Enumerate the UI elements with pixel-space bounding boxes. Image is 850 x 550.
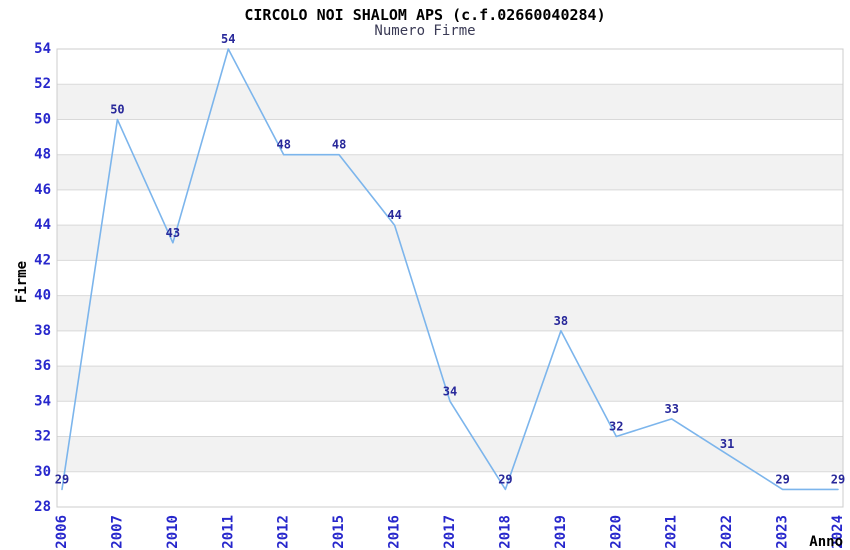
data-labels: 29 50 43 54 48 48 44 34 29 38 32 33 31 29 29	[55, 32, 845, 486]
y-tick-label: 42	[34, 252, 51, 268]
x-tick-label: 2007	[109, 515, 125, 549]
data-label: 31	[720, 437, 734, 451]
plot-band	[57, 295, 843, 331]
x-tick-label: 2010	[165, 515, 181, 549]
x-tick-label: 2020	[608, 515, 624, 549]
y-tick-label: 44	[34, 217, 51, 233]
x-axis-tick-labels: 2006 2007 2010 2011 2012 2015 2016 2017 2018 2019…	[54, 515, 846, 549]
plot-band	[57, 436, 843, 472]
y-tick-label: 28	[34, 499, 51, 515]
data-label: 29	[498, 472, 512, 486]
y-tick-label: 52	[34, 76, 51, 92]
y-tick-label: 48	[34, 147, 51, 163]
data-label: 43	[166, 226, 180, 240]
data-label: 48	[332, 138, 346, 152]
plot-band	[57, 154, 843, 190]
y-axis-tick-labels: 28 30 32 34 36 38 40 42 44 46 48 50 52 54	[34, 41, 51, 515]
data-label: 29	[55, 472, 69, 486]
data-label: 54	[221, 32, 235, 46]
plot-band	[57, 366, 843, 402]
data-label: 50	[110, 102, 124, 116]
plot-border	[56, 48, 844, 508]
x-tick-label: 2023	[775, 515, 791, 549]
x-tick-label: 2017	[442, 515, 458, 549]
y-tick-label: 32	[34, 429, 51, 445]
data-label: 33	[664, 402, 678, 416]
x-tick-label: 2024	[830, 515, 846, 549]
y-tick-label: 54	[34, 41, 51, 57]
chart-title: CIRCOLO NOI SHALOM APS (c.f.02660040284)	[244, 6, 606, 24]
y-tick-label: 30	[34, 464, 51, 480]
y-tick-label: 38	[34, 323, 51, 339]
data-label: 29	[831, 472, 845, 486]
data-label: 44	[387, 208, 401, 222]
x-tick-label: 2011	[220, 515, 236, 549]
y-tick-label: 34	[34, 393, 51, 409]
x-tick-label: 2019	[553, 515, 569, 549]
x-tick-label: 2021	[664, 515, 680, 549]
plot-band	[57, 225, 843, 261]
plot-band	[57, 84, 843, 120]
x-tick-label: 2006	[54, 515, 70, 549]
data-label: 48	[276, 138, 290, 152]
series-line	[61, 48, 839, 491]
x-tick-label: 2022	[719, 515, 735, 549]
data-label: 34	[443, 384, 457, 398]
x-tick-label: 2012	[276, 515, 292, 549]
x-tick-label: 2015	[331, 515, 347, 549]
y-axis-title: Firme	[14, 261, 30, 303]
y-tick-label: 36	[34, 358, 51, 374]
data-label: 38	[554, 314, 568, 328]
data-label: 29	[775, 472, 789, 486]
x-tick-label: 2016	[387, 515, 403, 549]
x-axis-title: Anno	[809, 534, 843, 550]
y-tick-label: 46	[34, 182, 51, 198]
data-label: 32	[609, 420, 623, 434]
y-tick-label: 50	[34, 111, 51, 127]
series-polyline	[61, 48, 839, 491]
chart-subtitle: Numero Firme	[374, 23, 476, 39]
y-tick-label: 40	[34, 288, 51, 304]
plot-bands	[57, 84, 843, 472]
x-tick-label: 2018	[497, 515, 513, 549]
